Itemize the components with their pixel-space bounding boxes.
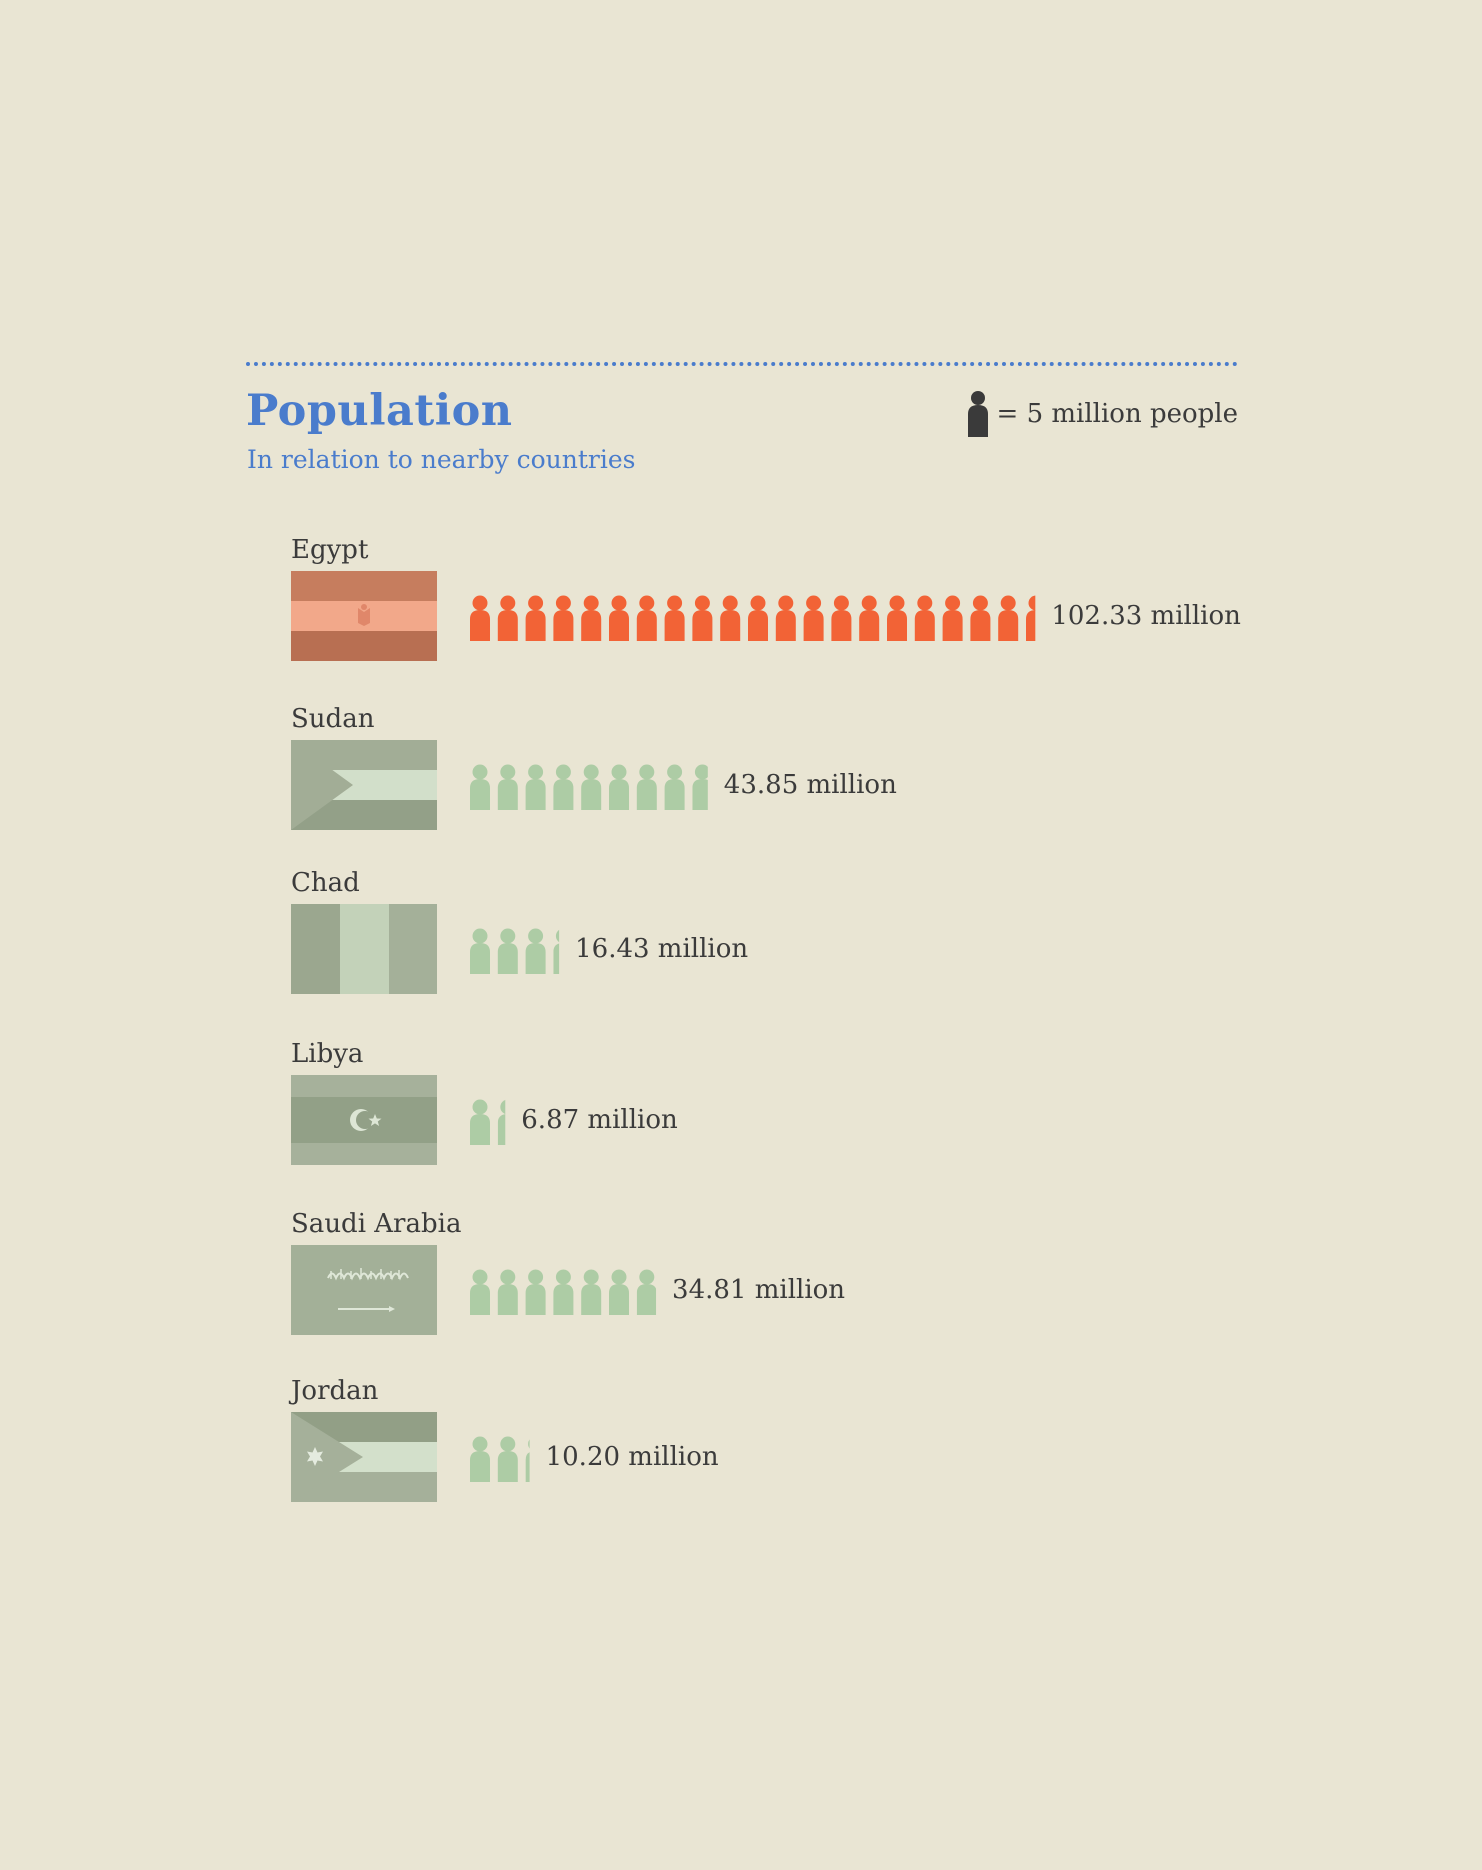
person-icon-mark <box>914 595 935 641</box>
person-icon-mark <box>664 764 685 810</box>
person-icon-mark <box>609 595 629 641</box>
person-icon-mark <box>803 595 824 641</box>
person-icon-mark <box>525 1439 530 1482</box>
person-icon-mark <box>775 595 796 641</box>
person-icon <box>967 391 988 437</box>
country-row-jordan: Jordan 10.20 million <box>0 1376 1482 1536</box>
person-icon-mark <box>497 1269 518 1315</box>
person-icon-mark <box>692 764 708 810</box>
person-icon-mark <box>581 595 602 641</box>
country-name: Libya <box>291 1039 364 1069</box>
person-icon-mark <box>831 595 852 641</box>
legend: = 5 million people <box>967 389 1238 439</box>
country-name: Chad <box>291 868 360 898</box>
person-icon-mark <box>942 595 963 641</box>
person-icon-mark <box>636 764 657 810</box>
value-label: 102.33 million <box>1051 601 1241 631</box>
value-label: 34.81 million <box>672 1275 846 1305</box>
person-icon-mark <box>859 595 880 641</box>
country-name: Jordan <box>291 1376 379 1406</box>
country-row-sudan: Sudan 43.85 million <box>0 704 1482 864</box>
pictogram-saudi-arabia <box>470 1269 657 1315</box>
person-icon-mark <box>525 928 546 974</box>
person-icon-mark <box>636 1269 657 1315</box>
egypt-flag-icon <box>291 571 437 661</box>
country-row-libya: Libya 6.87 million <box>0 1039 1482 1199</box>
person-icon-mark <box>470 928 490 974</box>
person-icon-mark <box>1026 595 1036 641</box>
person-icon-mark <box>748 595 768 641</box>
pictogram-chad <box>470 928 560 974</box>
dotted-divider <box>246 362 1238 366</box>
person-icon-mark <box>887 595 907 641</box>
person-icon-mark <box>525 595 546 641</box>
person-icon-mark <box>720 595 741 641</box>
chart-title: Population <box>246 386 513 436</box>
person-icon-mark <box>609 764 629 810</box>
person-icon-mark <box>609 1269 629 1315</box>
country-row-chad: Chad 16.43 million <box>0 868 1482 1028</box>
value-label: 6.87 million <box>521 1105 678 1135</box>
person-icon-mark <box>470 1099 490 1145</box>
person-icon-mark <box>553 764 574 810</box>
value-label: 10.20 million <box>545 1442 719 1472</box>
person-icon-mark <box>553 1269 574 1315</box>
country-name: Egypt <box>291 535 369 565</box>
person-icon-mark <box>497 1436 518 1482</box>
sudan-flag-icon <box>291 740 437 830</box>
person-icon-mark <box>497 928 518 974</box>
pictogram-libya <box>470 1099 506 1145</box>
person-icon-mark <box>581 764 602 810</box>
person-icon-mark <box>636 595 657 641</box>
person-icon-mark <box>553 929 560 974</box>
person-icon-mark <box>581 1269 602 1315</box>
chart-subtitle: In relation to nearby countries <box>247 445 636 474</box>
person-icon-mark <box>497 764 518 810</box>
pictogram-sudan <box>470 764 708 810</box>
pictogram-egypt <box>470 595 1036 641</box>
person-icon-mark <box>497 595 518 641</box>
person-icon-mark <box>664 595 685 641</box>
country-name: Saudi Arabia <box>291 1209 462 1239</box>
person-icon-mark <box>470 595 490 641</box>
saudi-arabia-flag-icon <box>291 1245 437 1335</box>
person-icon-mark <box>553 595 574 641</box>
person-icon-mark <box>970 595 991 641</box>
person-icon-mark <box>470 1269 490 1315</box>
person-icon-mark <box>497 1099 506 1145</box>
legend-text: = 5 million people <box>996 399 1238 429</box>
person-icon-mark <box>692 595 713 641</box>
libya-flag-icon <box>291 1075 437 1165</box>
person-icon-mark <box>525 1269 546 1315</box>
value-label: 43.85 million <box>723 770 897 800</box>
country-row-egypt: Egypt 102.33 million <box>0 535 1482 695</box>
country-name: Sudan <box>291 704 375 734</box>
person-icon-mark <box>998 595 1019 641</box>
person-icon-mark <box>470 1436 490 1482</box>
chad-flag-icon <box>291 904 437 994</box>
pictogram-jordan <box>470 1436 530 1482</box>
value-label: 16.43 million <box>575 934 749 964</box>
jordan-flag-icon <box>291 1412 437 1502</box>
country-row-saudi-arabia: Saudi Arabia 34.81 million <box>0 1209 1482 1369</box>
person-icon-mark <box>525 764 546 810</box>
person-icon-mark <box>470 764 490 810</box>
